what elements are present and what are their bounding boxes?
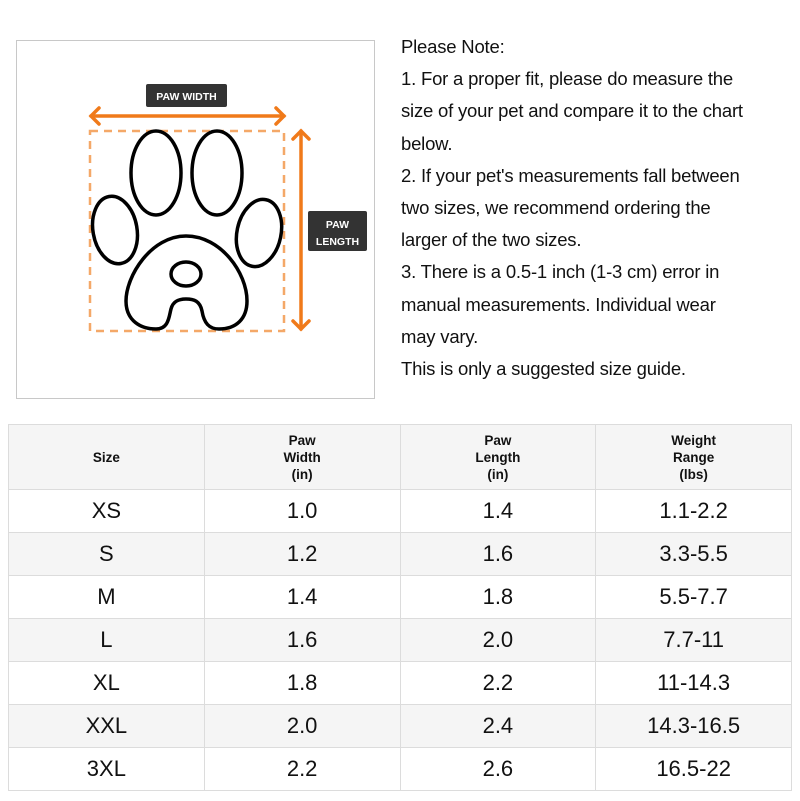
note-line: size of your pet and compare it to the c… bbox=[401, 100, 743, 122]
cell-paw-width: 1.2 bbox=[203, 532, 401, 576]
paw-print-icon bbox=[90, 129, 284, 331]
paw-length-label-line2: LENGTH bbox=[316, 236, 359, 248]
table-header-row: Size Paw Width (in) Paw Length (in) Weight Ra… bbox=[8, 424, 792, 490]
header-size: Size bbox=[8, 424, 205, 490]
cell-paw-width: 1.0 bbox=[203, 489, 401, 533]
table-row: 3XL 2.2 2.6 16.5-22 bbox=[8, 747, 792, 791]
header-text: Paw bbox=[484, 432, 512, 448]
cell-weight-range: 5.5-7.7 bbox=[595, 575, 792, 619]
table-row: XS 1.0 1.4 1.1-2.2 bbox=[8, 489, 792, 533]
table-row: S 1.2 1.6 3.3-5.5 bbox=[8, 532, 792, 576]
size-chart-table: Size Paw Width (in) Paw Length (in) Weight Ra… bbox=[8, 424, 792, 791]
header-paw-length: Paw Length (in) bbox=[399, 424, 597, 490]
cell-weight-range: 16.5-22 bbox=[595, 747, 792, 791]
cell-paw-length: 1.6 bbox=[399, 532, 597, 576]
table-row: M 1.4 1.8 5.5-7.7 bbox=[8, 575, 792, 619]
paw-length-arrow bbox=[291, 128, 311, 332]
note-line: two sizes, we recommend ordering the bbox=[401, 196, 711, 218]
cell-size: XXL bbox=[8, 704, 205, 748]
paw-width-arrow bbox=[88, 106, 287, 126]
cell-size: S bbox=[8, 532, 205, 576]
header-text: (in) bbox=[291, 466, 313, 482]
cell-size: L bbox=[8, 618, 205, 662]
cell-paw-length: 2.2 bbox=[399, 661, 597, 705]
size-guide-notes: Please Note: 1. For a proper fit, please… bbox=[401, 32, 800, 386]
cell-size: M bbox=[8, 575, 205, 619]
header-text: Length bbox=[475, 449, 521, 465]
note-line: larger of the two sizes. bbox=[401, 229, 582, 251]
paw-width-label: PAW WIDTH bbox=[156, 91, 216, 103]
paw-bounding-box bbox=[88, 129, 286, 333]
paw-length-label-line1: PAW bbox=[326, 219, 349, 231]
cell-paw-width: 1.8 bbox=[203, 661, 401, 705]
note-line: may vary. bbox=[401, 325, 479, 347]
paw-measurement-diagram: PAW WIDTH PAW LENGTH bbox=[16, 40, 375, 399]
cell-paw-width: 1.6 bbox=[203, 618, 401, 662]
note-line: manual measurements. Individual wear bbox=[401, 293, 716, 315]
cell-paw-length: 1.4 bbox=[399, 489, 597, 533]
cell-paw-width: 1.4 bbox=[203, 575, 401, 619]
header-paw-width: Paw Width (in) bbox=[203, 424, 401, 490]
cell-size: XS bbox=[8, 489, 205, 533]
note-line: 3. There is a 0.5-1 inch (1-3 cm) error … bbox=[401, 261, 720, 283]
cell-weight-range: 14.3-16.5 bbox=[595, 704, 792, 748]
header-text: Size bbox=[92, 449, 120, 465]
cell-paw-length: 2.4 bbox=[399, 704, 597, 748]
header-text: Range bbox=[672, 449, 715, 465]
table-row: L 1.6 2.0 7.7-11 bbox=[8, 618, 792, 662]
table-row: XXL 2.0 2.4 14.3-16.5 bbox=[8, 704, 792, 748]
note-line: 2. If your pet's measurements fall betwe… bbox=[401, 164, 740, 186]
header-text: (in) bbox=[487, 466, 509, 482]
cell-size: 3XL bbox=[8, 747, 205, 791]
header-weight-range: Weight Range (lbs) bbox=[595, 424, 792, 490]
note-line: below. bbox=[401, 132, 453, 154]
cell-paw-length: 2.0 bbox=[399, 618, 597, 662]
header-text: (lbs) bbox=[679, 466, 708, 482]
cell-paw-length: 2.6 bbox=[399, 747, 597, 791]
cell-weight-range: 1.1-2.2 bbox=[595, 489, 792, 533]
note-line: Please Note: bbox=[401, 36, 505, 57]
cell-size: XL bbox=[8, 661, 205, 705]
header-text: Weight bbox=[671, 432, 716, 448]
cell-paw-width: 2.0 bbox=[203, 704, 401, 748]
cell-paw-width: 2.2 bbox=[203, 747, 401, 791]
cell-weight-range: 11-14.3 bbox=[595, 661, 792, 705]
header-text: Width bbox=[283, 449, 321, 465]
note-line: 1. For a proper fit, please do measure t… bbox=[401, 68, 733, 90]
cell-weight-range: 3.3-5.5 bbox=[595, 532, 792, 576]
note-line: This is only a suggested size guide. bbox=[401, 357, 686, 379]
cell-paw-length: 1.8 bbox=[399, 575, 597, 619]
cell-weight-range: 7.7-11 bbox=[595, 618, 792, 662]
header-text: Paw bbox=[288, 432, 316, 448]
table-row: XL 1.8 2.2 11-14.3 bbox=[8, 661, 792, 705]
